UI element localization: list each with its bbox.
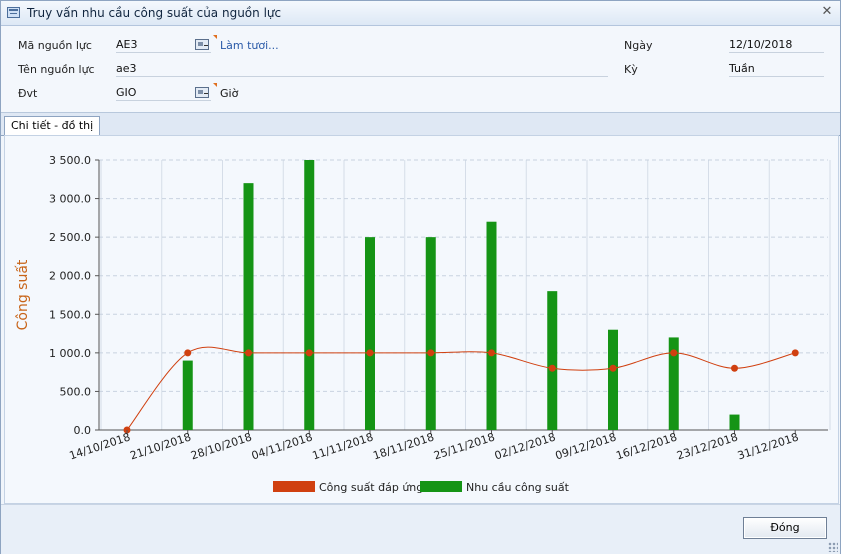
ngay-label: Ngày bbox=[624, 39, 653, 52]
ky-field[interactable]: Tuần bbox=[729, 61, 824, 77]
x-tick-label: 21/10/2018 bbox=[128, 430, 192, 462]
bar-nhu-cau-cong-suat bbox=[729, 414, 740, 430]
point-cong-suat-dap-ung bbox=[184, 349, 192, 357]
x-tick-label: 02/12/2018 bbox=[493, 430, 557, 462]
point-cong-suat-dap-ung bbox=[427, 349, 435, 357]
title-bar: Truy vấn nhu cầu công suất của nguồn lực… bbox=[1, 1, 840, 26]
y-tick-label: 3 500.0 bbox=[49, 154, 91, 167]
line-cong-suat-dap-ung bbox=[126, 346, 796, 431]
point-cong-suat-dap-ung bbox=[670, 349, 678, 357]
y-tick-label: 0.0 bbox=[74, 424, 92, 437]
y-tick-label: 2 500.0 bbox=[49, 231, 91, 244]
y-tick-label: 1 500.0 bbox=[49, 308, 91, 321]
bar-nhu-cau-cong-suat bbox=[182, 360, 193, 430]
dvt-field[interactable]: GIO bbox=[116, 83, 217, 101]
lookup-icon[interactable] bbox=[195, 87, 209, 98]
y-axis-title: Công suất bbox=[15, 259, 31, 330]
x-tick-label: 18/11/2018 bbox=[371, 430, 435, 462]
point-cong-suat-dap-ung bbox=[488, 349, 495, 357]
legend-label-cong-suat-dap-ung: Công suất đáp ứng bbox=[319, 481, 423, 494]
ngay-field[interactable]: 12/10/2018 bbox=[729, 37, 824, 53]
x-tick-label: 09/12/2018 bbox=[554, 430, 618, 462]
bar-nhu-cau-cong-suat bbox=[547, 291, 558, 430]
ma-nguon-luc-label: Mã nguồn lực bbox=[18, 39, 92, 52]
tab-bar: Chi tiết - đồ thị bbox=[1, 112, 840, 136]
capacity-chart: 0.0 500.0 1 000.0 1 500.0 2 000.0 2 500.0 3 00… bbox=[15, 154, 831, 494]
y-tick-label: 3 000.0 bbox=[49, 193, 91, 206]
window-title: Truy vấn nhu cầu công suất của nguồn lực bbox=[27, 6, 282, 20]
resize-grip-icon[interactable] bbox=[828, 542, 838, 552]
x-tick-label: 25/11/2018 bbox=[432, 430, 496, 462]
point-cong-suat-dap-ung bbox=[245, 349, 252, 357]
chart-panel: 0.0 500.0 1 000.0 1 500.0 2 000.0 2 500.0 3 00… bbox=[4, 135, 839, 504]
bottom-bar: Đóng bbox=[1, 504, 840, 554]
x-tick-label: 28/10/2018 bbox=[189, 430, 253, 462]
legend-swatch-cong-suat-dap-ung bbox=[273, 481, 315, 492]
lookup-icon[interactable] bbox=[195, 39, 209, 50]
ky-label: Kỳ bbox=[624, 63, 638, 76]
x-tick-label: 23/12/2018 bbox=[675, 430, 739, 462]
ten-nguon-luc-label: Tên nguồn lực bbox=[18, 63, 95, 76]
bar-nhu-cau-cong-suat bbox=[668, 337, 679, 430]
point-cong-suat-dap-ung bbox=[366, 349, 374, 357]
x-tick-label: 04/11/2018 bbox=[250, 430, 314, 462]
x-tick-label: 16/12/2018 bbox=[614, 430, 678, 462]
bar-nhu-cau-cong-suat bbox=[304, 160, 315, 430]
close-button[interactable]: Đóng bbox=[743, 517, 827, 539]
bar-nhu-cau-cong-suat bbox=[243, 183, 254, 430]
x-tick-label: 11/11/2018 bbox=[311, 430, 375, 462]
ma-nguon-luc-field[interactable]: AE3 bbox=[116, 35, 217, 53]
point-cong-suat-dap-ung bbox=[548, 364, 556, 372]
point-cong-suat-dap-ung bbox=[305, 349, 313, 357]
point-cong-suat-dap-ung bbox=[609, 364, 617, 372]
legend-swatch-nhu-cau-cong-suat bbox=[420, 481, 462, 492]
tab-chi-tiet-do-thi[interactable]: Chi tiết - đồ thị bbox=[4, 116, 101, 136]
dvt-label: Đvt bbox=[18, 87, 38, 100]
bar-nhu-cau-cong-suat bbox=[425, 237, 436, 430]
close-icon[interactable]: ✕ bbox=[821, 4, 833, 19]
y-tick-label: 500.0 bbox=[60, 385, 92, 398]
point-cong-suat-dap-ung bbox=[731, 364, 738, 372]
filter-form: Mã nguồn lực AE3 Làm tươi... Tên nguồn l… bbox=[1, 26, 840, 112]
bar-nhu-cau-cong-suat bbox=[486, 221, 497, 430]
bar-nhu-cau-cong-suat bbox=[365, 237, 375, 430]
refresh-link[interactable]: Làm tươi... bbox=[220, 39, 279, 52]
bar-nhu-cau-cong-suat bbox=[608, 329, 618, 430]
dvt-description: Giờ bbox=[220, 87, 239, 100]
y-tick-label: 1 000.0 bbox=[49, 347, 91, 360]
ten-nguon-luc-field[interactable]: ae3 bbox=[116, 61, 608, 77]
y-tick-label: 2 000.0 bbox=[49, 270, 91, 283]
x-tick-label: 31/12/2018 bbox=[736, 430, 800, 462]
legend-label-nhu-cau-cong-suat: Nhu cầu công suất bbox=[466, 481, 570, 494]
window-icon bbox=[7, 7, 20, 18]
point-cong-suat-dap-ung bbox=[791, 349, 799, 357]
